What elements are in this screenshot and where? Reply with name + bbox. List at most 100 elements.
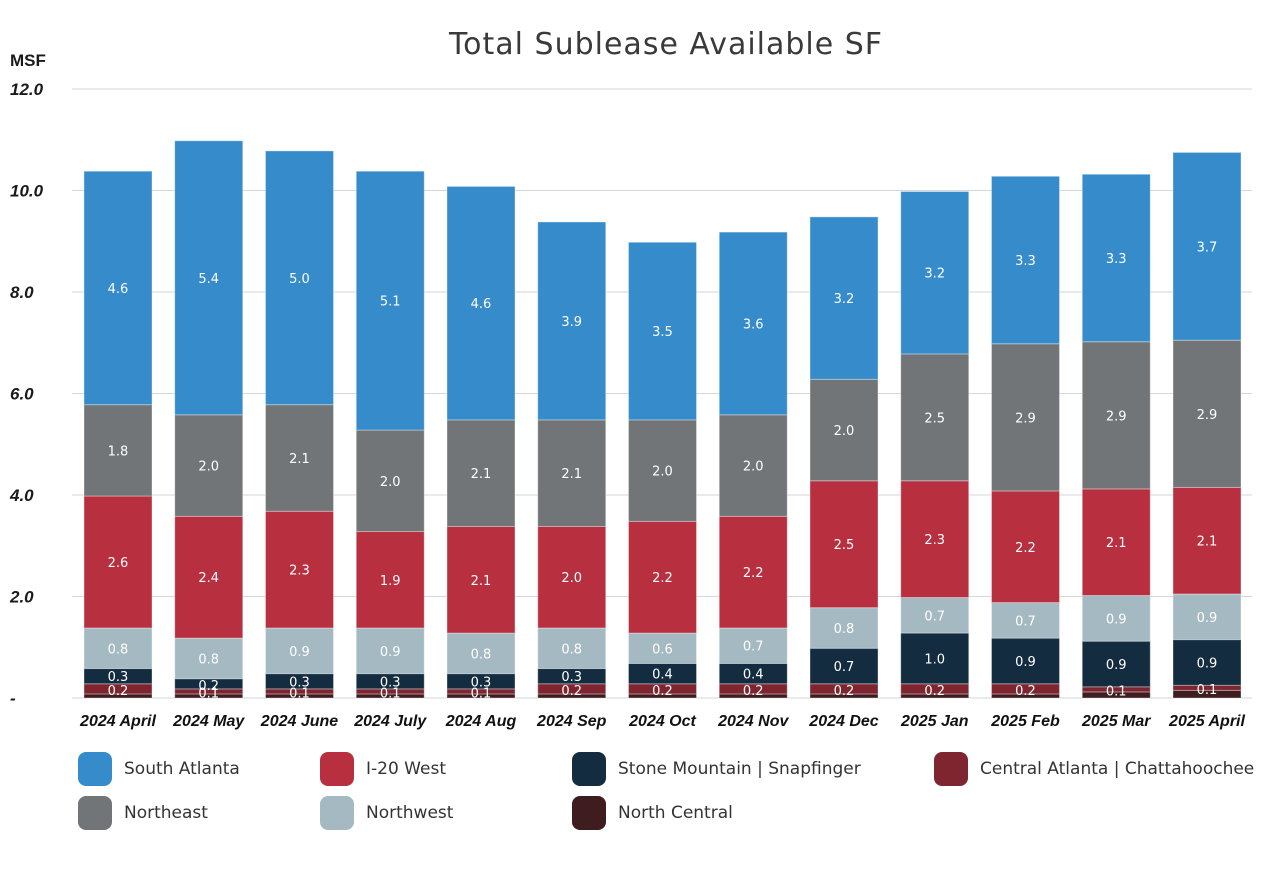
legend-swatch [78,796,112,830]
data-label: 0.4 [652,668,673,683]
bar-segment [900,632,970,685]
data-label: 3.2 [834,292,855,307]
data-label: 2.2 [1015,541,1036,556]
data-label: 0.3 [380,675,401,690]
legend-label: Northwest [366,803,454,823]
data-label: 1.8 [108,444,129,459]
data-label: 0.2 [834,684,855,699]
data-label: 2.0 [652,465,673,480]
bar-segment [446,525,516,634]
data-label: 0.4 [743,668,764,683]
data-label: 2.1 [289,452,310,467]
data-label: 2.3 [289,564,310,579]
data-label: 2.1 [1106,536,1127,551]
bar-segment [991,343,1060,492]
legend-label: I-20 West [366,759,446,779]
bar-segment [1081,640,1151,688]
bar-stack: 0.1 0.9 0.9 2.1 2.9 3.3 [1081,173,1151,699]
data-label: 3.2 [924,267,945,282]
data-label: 2.3 [924,533,945,548]
data-label: 0.9 [1106,658,1127,673]
y-tick-label: 4.0 [9,486,34,505]
legend-label: South Atlanta [124,759,240,779]
data-label: 3.3 [1015,254,1036,269]
data-label: 0.1 [471,686,492,701]
data-label: 2.1 [561,467,582,482]
legend-swatch [320,796,354,830]
data-label: 0.3 [108,670,129,685]
data-label: 2.1 [471,467,492,482]
data-label: 0.2 [108,684,129,699]
bar-segment [265,510,334,629]
legend-item: South Atlanta [78,752,240,786]
x-tick-label: 2024 May [172,713,245,730]
bar-segment [265,627,334,675]
y-axis-unit-label: MSF [10,51,46,70]
bar-segment [83,404,153,497]
bar-stack: 0.2 0.7 0.8 2.5 2.0 3.2 [809,216,879,699]
bar-segment [809,647,879,685]
y-tick-label: 6.0 [10,385,34,404]
data-label: 3.5 [652,325,673,340]
data-label: 0.2 [1015,684,1036,699]
legend-item: Northeast [78,796,208,830]
bar-segment [83,495,153,629]
data-label: 2.2 [652,571,673,586]
bar-segment [1172,151,1242,341]
data-label: 0.9 [1106,612,1127,627]
data-label: 0.7 [1015,614,1036,629]
data-label: 0.2 [924,684,945,699]
bar-segment [265,150,334,406]
bar-segment [446,632,516,675]
bar-segment [446,185,516,421]
legend-swatch [572,752,606,786]
bar-stack: 0.20.3 0.8 2.0 2.1 3.9 [537,221,607,699]
bar-segment [628,419,697,522]
data-label: 2.2 [743,566,764,581]
bar-segment [718,231,788,416]
x-tick-label: 2024 Nov [717,713,789,730]
data-label: 0.9 [1015,655,1036,670]
data-label: 0.1 [289,686,310,701]
data-label: 0.2 [652,684,673,699]
y-tick-label: 2.0 [9,588,34,607]
bar-stack: 0.20.4 0.7 2.2 2.0 3.6 [718,231,788,699]
bars: 0.20.30.82.61.84.60.10.20.82.42.05.40.10… [83,140,1242,701]
bar-segment [355,627,425,675]
chart-title: Total Sublease Available SF [448,27,883,62]
data-label: 2.4 [198,571,219,586]
data-label: 2.5 [924,411,945,426]
data-label: 2.1 [1197,535,1218,550]
data-label: 2.9 [1106,409,1127,424]
data-label: 0.6 [652,642,673,657]
data-label: 2.6 [108,556,129,571]
legend-label: North Central [618,803,733,823]
bar-segment [174,678,244,690]
data-label: 5.4 [198,272,219,287]
bar-segment [718,515,788,629]
bar-segment [446,419,516,527]
data-label: 4.6 [108,282,129,297]
data-label: 2.0 [561,571,582,586]
data-label: 2.9 [1197,408,1218,423]
bar-segment [628,241,697,421]
bar-stack: 0.10.3 0.8 2.1 2.1 4.6 [446,185,516,701]
data-label: 2.0 [834,424,855,439]
x-tick-label: 2024 Aug [445,713,517,730]
legend-item: Stone Mountain | Snapfinger [572,752,861,786]
data-label: 2.5 [834,538,855,553]
bar-stack: 0.1 0.9 0.9 2.1 2.9 3.7 [1172,151,1242,699]
data-label: 0.9 [1197,656,1218,671]
bar-segment [628,520,697,634]
legend-label: Northeast [124,803,208,823]
bar-stack: 0.2 1.0 0.7 2.3 2.5 3.2 [900,191,970,699]
bar-segment [355,531,425,629]
y-tick-label: 10.0 [10,182,44,201]
bar-segment [83,170,153,406]
data-label: 0.2 [198,679,219,694]
data-label: 3.7 [1197,240,1218,255]
bar-segment [1172,639,1242,686]
bar-stack: 0.20.3 0.8 2.6 1.8 4.6 [83,170,153,699]
bar-stack: 0.10.2 0.8 2.4 2.0 5.4 [174,140,244,701]
